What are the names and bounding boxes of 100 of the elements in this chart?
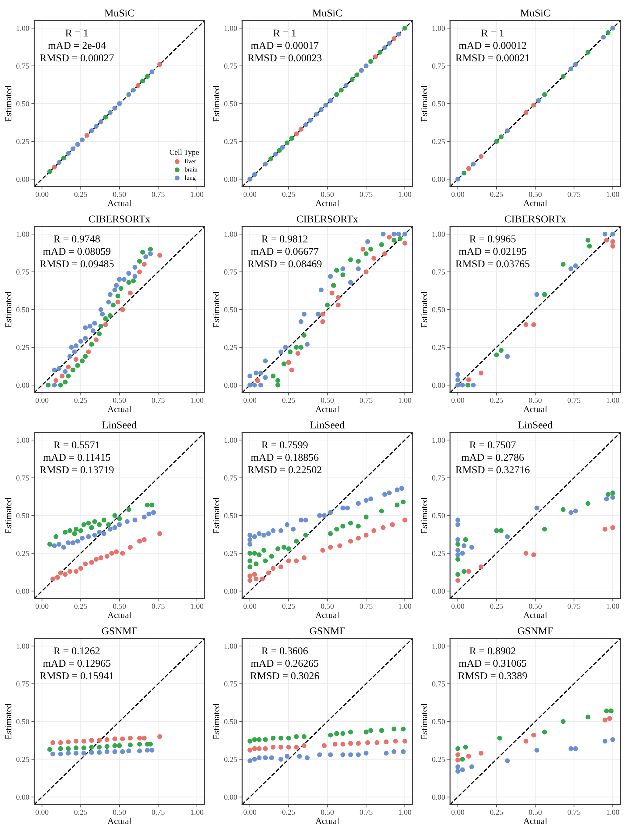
y-axis-title: Estimated <box>5 704 12 740</box>
point <box>97 530 102 535</box>
point <box>334 92 340 98</box>
point <box>94 124 99 129</box>
point <box>145 748 150 753</box>
point <box>112 736 118 742</box>
point <box>291 526 296 532</box>
point <box>456 518 460 523</box>
point <box>277 148 282 154</box>
point <box>74 344 79 348</box>
y-axis-title: Estimated <box>5 292 12 328</box>
point <box>401 500 406 505</box>
point <box>561 262 566 267</box>
point <box>374 740 380 746</box>
point <box>456 382 460 388</box>
point <box>568 66 574 72</box>
point <box>55 575 60 580</box>
point <box>252 382 258 388</box>
point <box>396 32 402 37</box>
point <box>392 36 397 42</box>
point <box>252 757 258 762</box>
point <box>97 522 102 528</box>
point <box>78 528 84 534</box>
point <box>112 744 118 748</box>
point <box>48 542 52 547</box>
point <box>568 510 574 516</box>
point <box>117 516 122 522</box>
point <box>263 737 268 742</box>
y-axis-title: Estimated <box>5 86 12 122</box>
point <box>364 514 369 520</box>
point <box>305 756 310 760</box>
point <box>365 740 370 746</box>
point <box>58 382 64 388</box>
point <box>320 320 326 324</box>
point <box>460 768 466 772</box>
point <box>248 758 253 764</box>
point <box>110 551 114 556</box>
point <box>524 551 529 556</box>
point <box>466 166 472 172</box>
point <box>62 156 66 161</box>
x-axis-title: Actual <box>108 406 132 412</box>
annotation: mAD = 0.12965 <box>43 660 111 668</box>
point <box>304 533 308 538</box>
point <box>494 139 500 144</box>
point <box>332 742 338 747</box>
point <box>573 508 578 514</box>
point <box>150 748 155 753</box>
point <box>524 110 529 116</box>
annotation: RMSD = 0.15941 <box>40 672 114 680</box>
point <box>324 103 328 108</box>
point <box>270 745 276 750</box>
chart-title: GSNMF <box>518 628 554 635</box>
point <box>117 277 122 282</box>
x-axis-title: Actual <box>524 612 548 618</box>
point <box>610 232 616 237</box>
point <box>384 740 389 745</box>
point <box>52 164 58 170</box>
point <box>356 536 361 541</box>
point <box>126 507 132 512</box>
point <box>248 538 253 542</box>
point <box>602 232 608 237</box>
point <box>286 558 292 564</box>
point <box>248 564 253 570</box>
point <box>108 292 113 298</box>
point <box>360 247 366 252</box>
point <box>573 264 578 268</box>
x-axis-title: Actual <box>108 818 132 824</box>
annotation: RMSD = 0.3026 <box>250 672 320 680</box>
point <box>131 88 136 93</box>
point <box>60 374 65 379</box>
point <box>90 328 96 334</box>
point <box>340 272 346 278</box>
point <box>112 106 118 111</box>
point <box>392 750 397 754</box>
point <box>340 731 346 736</box>
point <box>334 526 340 532</box>
point <box>304 122 308 128</box>
point <box>364 64 369 69</box>
point <box>112 525 118 530</box>
point <box>117 101 122 106</box>
point <box>50 752 56 757</box>
point <box>248 542 253 547</box>
point <box>348 741 354 746</box>
point <box>534 748 540 753</box>
point <box>278 745 284 750</box>
point <box>63 369 68 374</box>
point <box>297 754 302 759</box>
point <box>336 295 341 300</box>
chart-title: LinSeed <box>102 421 137 429</box>
point <box>103 115 108 120</box>
point <box>392 238 397 243</box>
point <box>132 265 138 270</box>
point <box>466 378 472 382</box>
point <box>456 746 460 752</box>
point <box>146 512 152 517</box>
point <box>387 234 392 240</box>
point <box>69 345 74 350</box>
point <box>98 307 104 312</box>
point <box>102 518 107 523</box>
point <box>290 368 294 373</box>
